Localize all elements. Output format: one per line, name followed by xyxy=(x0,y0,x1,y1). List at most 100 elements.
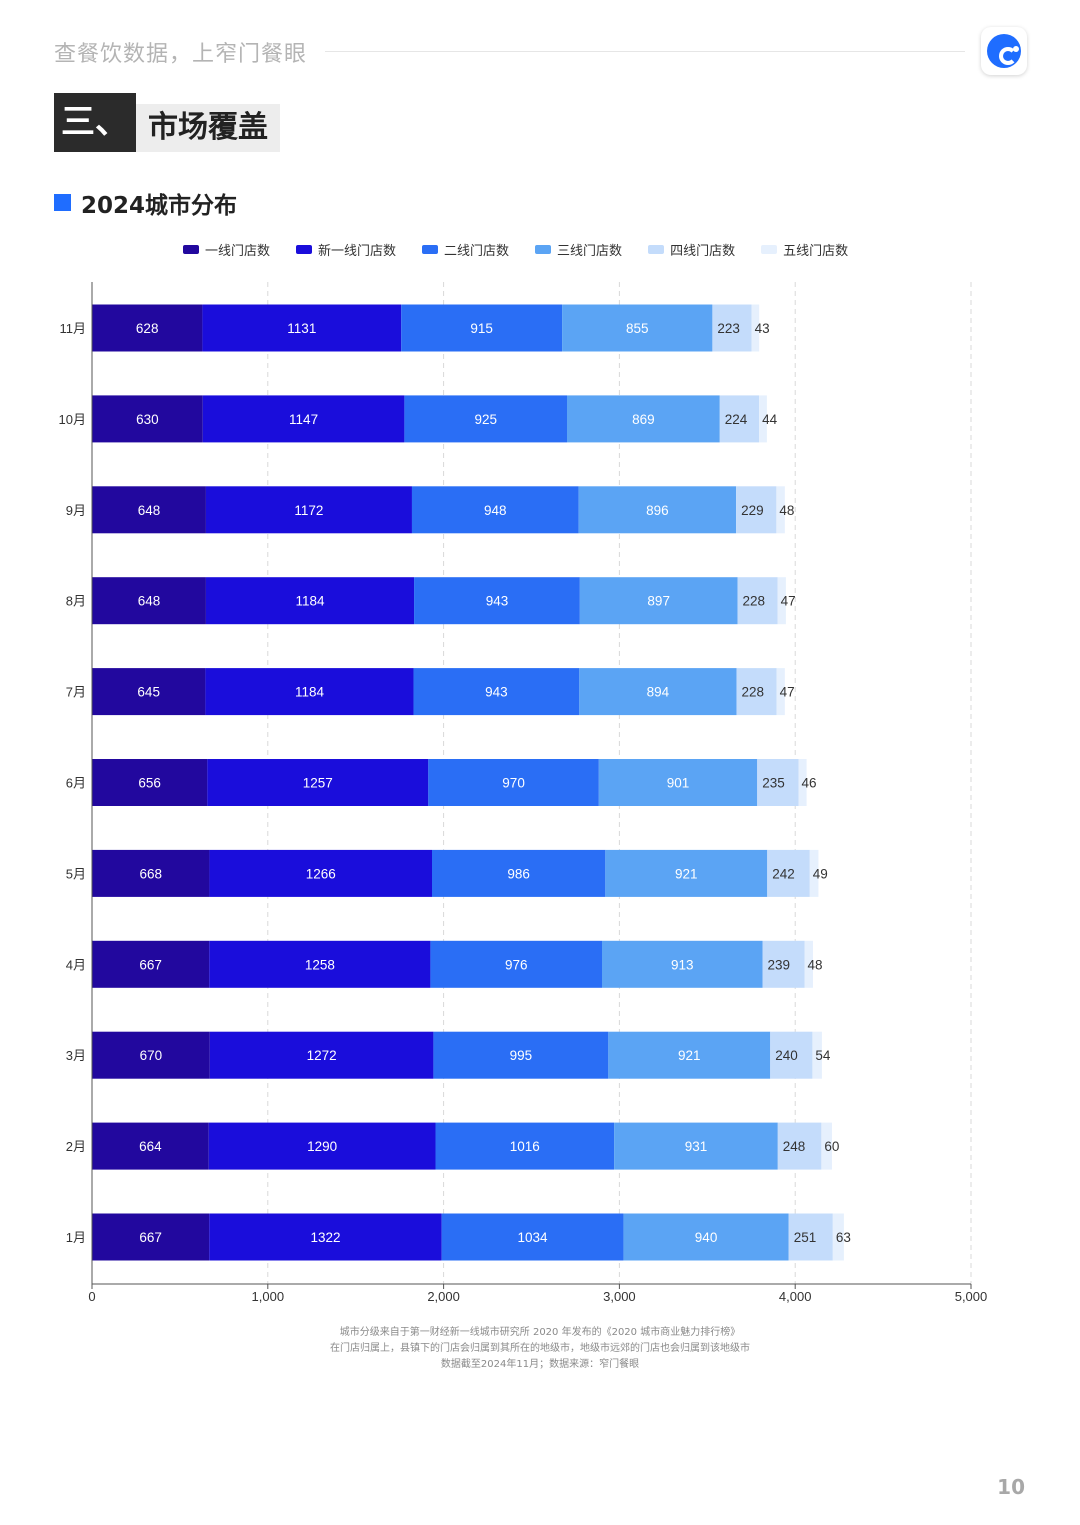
legend-swatch xyxy=(296,244,313,254)
data-label: 1184 xyxy=(295,685,325,700)
data-label: 242 xyxy=(772,866,795,881)
data-label: 228 xyxy=(741,685,764,700)
category-label: 2月 xyxy=(66,1139,86,1154)
bar-segment xyxy=(92,577,206,625)
data-label: 976 xyxy=(505,957,528,972)
legend-label: 三线门店数 xyxy=(557,243,623,259)
data-label: 223 xyxy=(717,321,740,336)
bar-segment xyxy=(92,940,210,988)
data-label: 1034 xyxy=(518,1230,549,1245)
bar-segment xyxy=(431,849,606,897)
data-label: 49 xyxy=(813,866,828,881)
bar-segment xyxy=(428,759,599,806)
bar-segment xyxy=(804,940,813,988)
bar-segment xyxy=(209,940,431,988)
data-label: 925 xyxy=(474,412,497,427)
data-label: 668 xyxy=(139,866,162,881)
data-label: 1172 xyxy=(294,503,323,518)
legend-label: 新一线门店数 xyxy=(318,243,397,259)
bar-segment xyxy=(404,395,568,443)
bar-segment xyxy=(207,759,429,806)
data-label: 943 xyxy=(485,685,508,700)
category-label: 3月 xyxy=(66,1048,86,1063)
bar-segment xyxy=(92,849,210,897)
bar-segment xyxy=(205,668,414,716)
bar-segment xyxy=(736,668,777,716)
legend-swatch xyxy=(535,244,552,254)
bar-segment xyxy=(614,1122,778,1170)
section-number: 三、 xyxy=(54,93,136,152)
data-label: 1290 xyxy=(307,1139,337,1154)
data-label: 894 xyxy=(647,685,670,700)
bar-segment xyxy=(414,577,580,625)
bar-segment xyxy=(205,486,412,534)
data-label: 54 xyxy=(815,1048,831,1063)
legend-label: 四线门店数 xyxy=(670,243,736,259)
legend-label: 一线门店数 xyxy=(205,243,271,259)
data-label: 940 xyxy=(695,1230,718,1245)
data-label: 921 xyxy=(675,866,698,881)
data-label: 855 xyxy=(626,321,649,336)
category-label: 7月 xyxy=(66,685,86,700)
data-label: 63 xyxy=(836,1230,851,1245)
data-label: 46 xyxy=(802,776,817,791)
data-label: 1266 xyxy=(306,866,336,881)
bar-segment xyxy=(92,395,203,443)
legend-item: 五线门店数 xyxy=(761,240,848,259)
data-label: 228 xyxy=(743,594,766,609)
data-label: 970 xyxy=(502,776,525,791)
footnotes: 城市分级来自于第一财经新一线城市研究所 2020 年发布的《2020 城市商业魅… xyxy=(0,1325,1080,1373)
data-label: 1272 xyxy=(307,1048,337,1063)
data-label: 1184 xyxy=(295,594,325,609)
data-label: 995 xyxy=(510,1048,533,1063)
bar-segment xyxy=(205,577,415,625)
bar-segment xyxy=(736,486,777,534)
legend-item: 四线门店数 xyxy=(648,240,735,259)
chart-subtitle: 2024城市分布 xyxy=(81,193,238,219)
x-tick-label: 1,000 xyxy=(252,1289,285,1304)
bar-segment xyxy=(623,1213,789,1261)
legend-swatch xyxy=(183,244,199,254)
data-label: 897 xyxy=(647,594,670,609)
bar-segment xyxy=(209,1031,434,1079)
bar-segment xyxy=(719,395,760,443)
category-label: 10月 xyxy=(59,412,86,427)
bar-segment xyxy=(208,1122,436,1170)
bar-segment xyxy=(812,1031,822,1079)
data-label: 1147 xyxy=(289,412,318,427)
bar-segment xyxy=(92,668,206,716)
data-label: 1257 xyxy=(303,776,333,791)
legend-label: 二线门店数 xyxy=(444,243,510,259)
bar-segment xyxy=(605,849,768,897)
data-label: 1016 xyxy=(510,1139,540,1154)
header-divider xyxy=(325,51,965,52)
bar-segment xyxy=(202,304,402,352)
data-label: 986 xyxy=(507,866,530,881)
bar-segment xyxy=(776,668,785,716)
data-label: 667 xyxy=(139,1230,162,1245)
legend-item: 新一线门店数 xyxy=(296,240,396,259)
data-label: 229 xyxy=(741,503,764,518)
bar-segment xyxy=(567,395,720,443)
bar-segment xyxy=(209,849,432,897)
data-label: 44 xyxy=(762,412,778,427)
legend-swatch xyxy=(648,244,665,254)
data-label: 913 xyxy=(671,957,694,972)
data-label: 921 xyxy=(678,1048,701,1063)
category-label: 8月 xyxy=(66,594,86,609)
footnote-line: 城市分级来自于第一财经新一线城市研究所 2020 年发布的《2020 城市商业魅… xyxy=(339,1327,741,1338)
category-label: 9月 xyxy=(66,503,86,518)
bar-segment xyxy=(737,577,778,625)
data-label: 628 xyxy=(136,321,159,336)
bar-segment xyxy=(751,304,760,352)
category-label: 4月 xyxy=(66,957,86,972)
bar-segment xyxy=(777,577,786,625)
data-label: 48 xyxy=(779,503,794,518)
page-number: 10 xyxy=(997,1475,1025,1499)
section-title: 市场覆盖 xyxy=(136,104,280,152)
data-label: 48 xyxy=(808,957,823,972)
bar-segment xyxy=(798,759,807,806)
data-label: 648 xyxy=(138,503,161,518)
data-label: 664 xyxy=(139,1139,162,1154)
x-tick-label: 3,000 xyxy=(603,1289,636,1304)
